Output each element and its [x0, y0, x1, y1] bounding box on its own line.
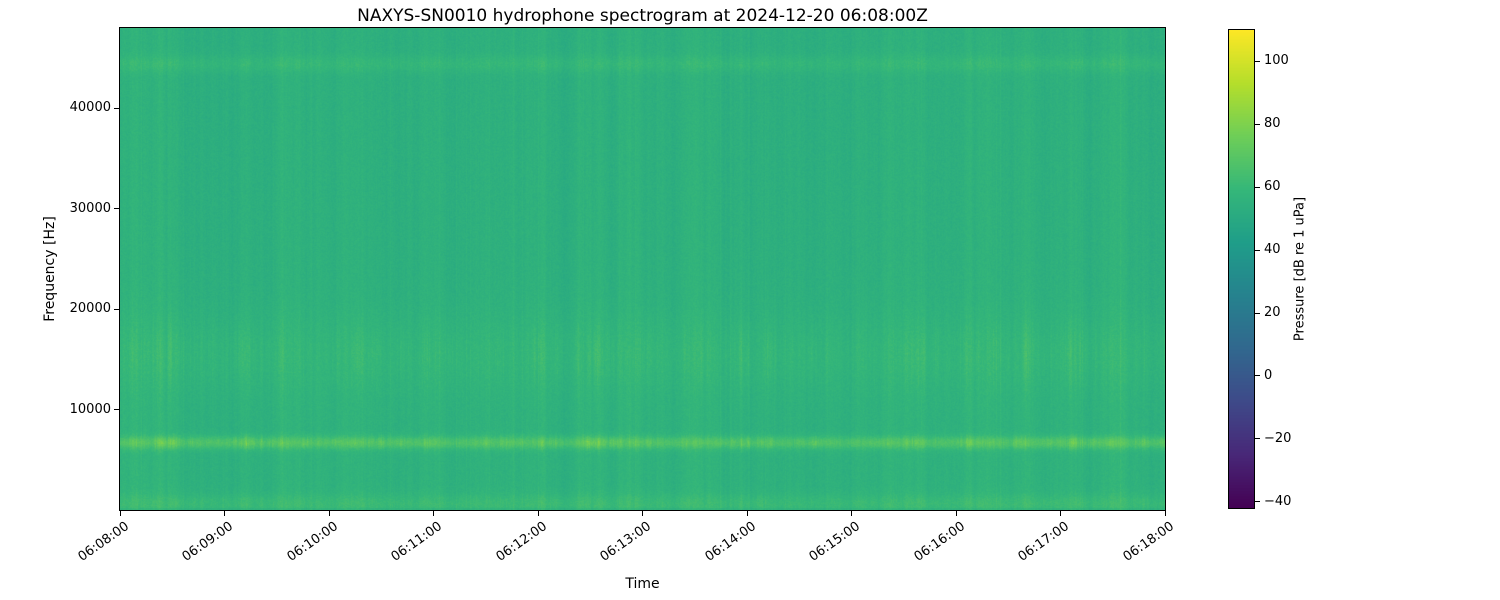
x-tick-mark	[119, 511, 121, 516]
x-tick-mark	[224, 511, 225, 516]
y-tick-mark	[114, 208, 119, 210]
y-axis-label: Frequency [Hz]	[42, 216, 58, 322]
colorbar-tick-mark	[1255, 438, 1260, 440]
y-tick-label: 20000	[69, 301, 111, 317]
spectrogram-heatmap	[120, 28, 1165, 510]
x-tick-label: 06:09:00	[179, 519, 237, 565]
y-tick-label: 40000	[69, 100, 111, 116]
x-tick-mark	[537, 511, 539, 516]
colorbar-gradient	[1229, 30, 1254, 508]
colorbar-tick-mark	[1255, 501, 1260, 503]
x-tick-label: 06:13:00	[597, 519, 655, 565]
colorbar-tick-label: −40	[1264, 493, 1292, 509]
x-tick-label: 06:15:00	[806, 519, 864, 565]
y-tick-label: 10000	[69, 401, 111, 417]
x-tick-mark	[1164, 511, 1166, 516]
x-tick-mark	[328, 511, 330, 516]
colorbar-tick-label: 0	[1264, 367, 1273, 383]
plot-area	[119, 27, 1166, 511]
chart-title: NAXYS-SN0010 hydrophone spectrogram at 2…	[357, 6, 928, 26]
x-tick-mark	[746, 511, 748, 516]
y-tick-mark	[114, 409, 119, 411]
x-tick-label: 06:17:00	[1015, 519, 1073, 565]
colorbar-tick-mark	[1255, 123, 1260, 125]
colorbar-tick-label: 40	[1264, 242, 1281, 258]
colorbar-tick-label: 60	[1264, 179, 1281, 195]
x-tick-label: 06:16:00	[911, 519, 968, 565]
colorbar	[1228, 29, 1255, 509]
x-tick-mark	[433, 511, 434, 516]
colorbar-tick-mark	[1255, 375, 1260, 377]
y-tick-mark	[114, 107, 119, 109]
y-tick-mark	[114, 308, 119, 310]
colorbar-label: Pressure [dB re 1 uPa]	[1292, 196, 1308, 342]
colorbar-tick-label: 80	[1264, 116, 1281, 132]
x-tick-mark	[851, 511, 852, 516]
x-tick-mark	[642, 511, 643, 516]
x-tick-label: 06:12:00	[493, 519, 550, 565]
x-axis-label: Time	[625, 576, 660, 592]
x-tick-label: 06:10:00	[284, 519, 341, 565]
x-tick-label: 06:08:00	[75, 519, 132, 565]
x-tick-mark	[1060, 511, 1061, 516]
colorbar-tick-mark	[1255, 249, 1260, 251]
x-tick-label: 06:11:00	[388, 519, 446, 565]
colorbar-tick-label: 100	[1264, 53, 1289, 69]
colorbar-tick-mark	[1255, 186, 1260, 188]
colorbar-tick-label: 20	[1264, 305, 1281, 321]
x-tick-label: 06:14:00	[702, 519, 759, 565]
colorbar-tick-mark	[1255, 60, 1260, 62]
colorbar-tick-label: −20	[1264, 430, 1292, 446]
colorbar-tick-mark	[1255, 312, 1260, 314]
x-tick-label: 06:18:00	[1120, 519, 1177, 565]
x-tick-mark	[955, 511, 957, 516]
y-tick-label: 30000	[69, 200, 111, 216]
